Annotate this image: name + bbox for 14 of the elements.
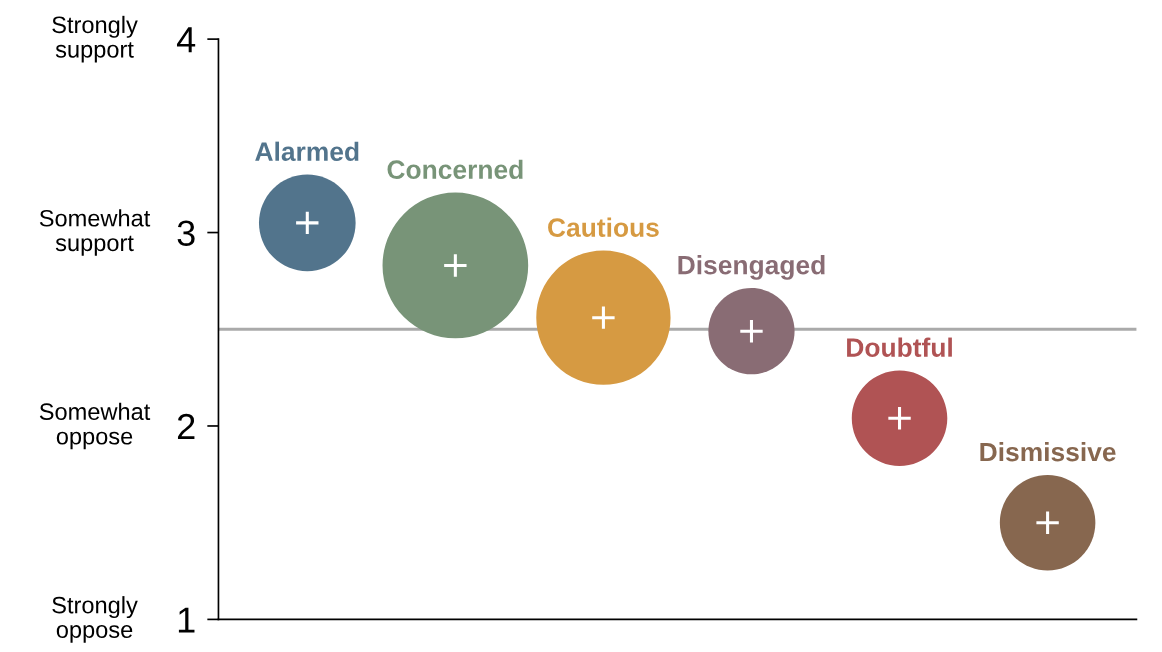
series-label: Alarmed [255,141,359,162]
y-tick-label: 2 [177,413,195,440]
y-tick-label: 1 [178,607,195,633]
y-tick-label: 4 [176,27,196,53]
series-label: Cautious [548,217,659,237]
series-label: Dismissive [980,441,1116,462]
y-tick-label: 3 [177,220,195,246]
series-label: Concerned [387,159,523,180]
series-label: Doubtful [847,337,952,357]
series-label: Disengaged [678,255,825,280]
text: Somewhat oppose [39,402,151,450]
text: Somewhat support [39,209,151,256]
text: Strongly oppose [52,596,138,643]
text: Strongly support [52,15,138,63]
